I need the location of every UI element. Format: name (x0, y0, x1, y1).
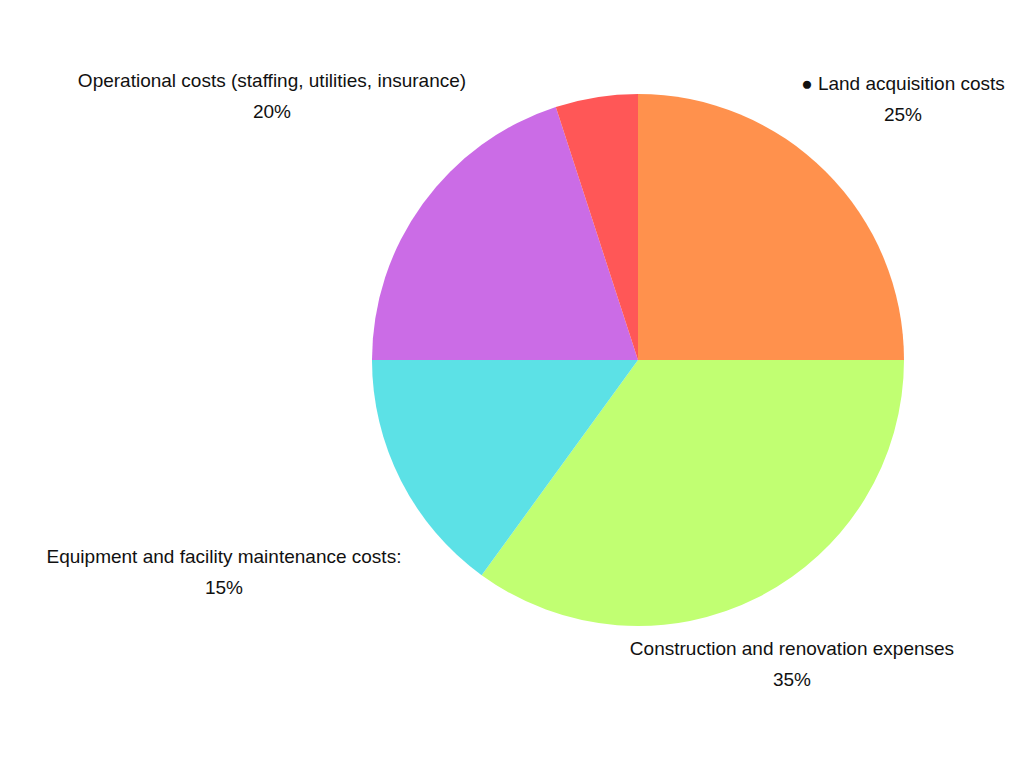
pie-slice (556, 94, 638, 360)
value-label: 35% (773, 669, 811, 690)
pie-slice (372, 360, 638, 575)
slice-label: ● Land acquisition costs (801, 73, 1005, 94)
chart-container: ● Land acquisition costs 25% Construction … (0, 0, 1024, 768)
value-label: 20% (253, 101, 291, 122)
chart: ● Land acquisition costs 25% Construction … (0, 0, 1024, 768)
value-label: 15% (205, 577, 243, 598)
value-label: 25% (884, 104, 922, 125)
slices (372, 94, 904, 626)
slice-label: Construction and renovation expenses (630, 638, 954, 659)
pie-slice (638, 94, 904, 360)
slice-label: Equipment and facility maintenance costs… (47, 546, 402, 567)
slice-label: Operational costs (staffing, utilities, … (78, 70, 466, 91)
labels: ● Land acquisition costs 25% Construction … (47, 70, 1005, 690)
